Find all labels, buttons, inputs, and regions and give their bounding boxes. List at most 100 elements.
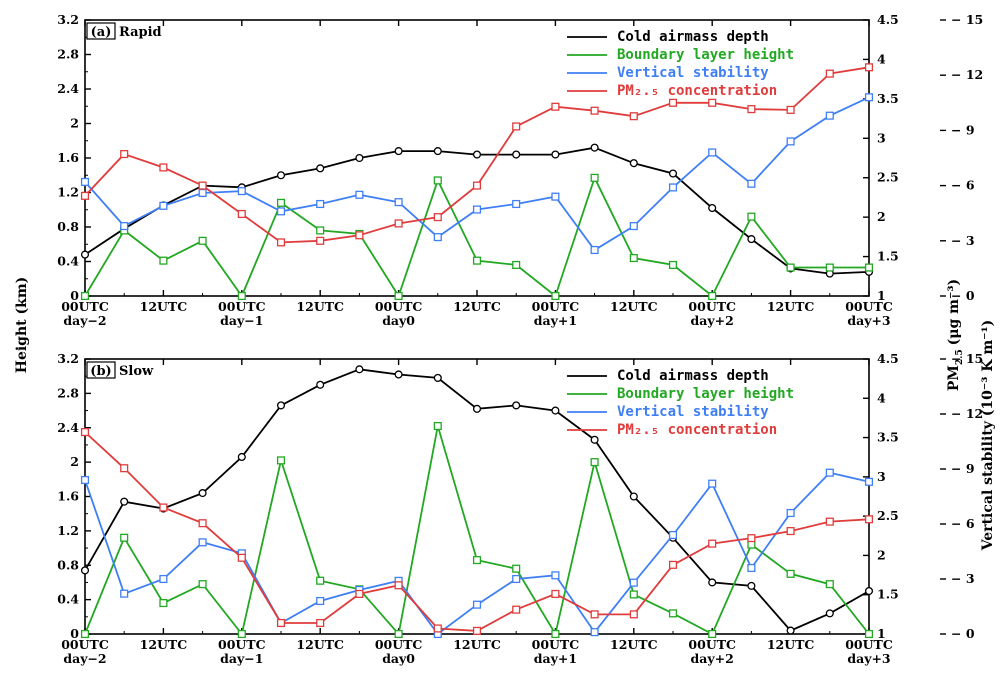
data-point	[551, 629, 560, 639]
data-point	[198, 489, 207, 498]
legend-entry: Cold airmass depth	[617, 29, 769, 45]
data-point	[433, 147, 442, 156]
x-tick-label: 00UTC	[61, 637, 109, 652]
stab-tick-label: − 3	[951, 571, 975, 586]
data-point	[747, 581, 756, 590]
data-point	[864, 586, 874, 596]
legend-entry: Vertical stability	[617, 65, 769, 81]
data-point	[355, 190, 364, 199]
data-point	[159, 574, 168, 584]
x-tick-label: 12UTC	[610, 299, 658, 314]
data-point	[472, 556, 482, 565]
series-stab	[80, 93, 874, 255]
x-day-label: day−1	[220, 651, 263, 666]
data-point	[512, 574, 521, 584]
data-point	[747, 534, 756, 543]
data-point	[237, 209, 246, 219]
data-point	[668, 560, 678, 569]
data-point	[825, 609, 834, 618]
stab-tick-label: − 6	[951, 516, 975, 531]
data-point	[629, 159, 638, 168]
data-point	[786, 508, 795, 518]
x-tick-label: 00UTC	[688, 299, 736, 314]
data-point	[237, 291, 246, 301]
data-point	[629, 222, 638, 231]
y-tick-label: 1.2	[57, 185, 79, 200]
data-point	[629, 590, 638, 599]
y-tick-label: 0	[70, 626, 79, 641]
y-tick-label: 2.8	[57, 47, 79, 62]
panel-title: (a) Rapid	[86, 22, 162, 40]
data-point	[747, 563, 756, 573]
y-tick-label: 2.4	[57, 420, 79, 435]
data-point	[120, 533, 129, 542]
panel-tag-box	[86, 361, 116, 379]
x-tick-label: 12UTC	[610, 637, 658, 652]
data-point	[864, 63, 874, 72]
y-tick-label: 0.8	[57, 219, 79, 234]
x-tick-label: 12UTC	[296, 637, 344, 652]
data-point	[237, 452, 246, 462]
data-point	[786, 105, 795, 114]
data-point	[159, 599, 168, 608]
stab-tick-label: − 12	[951, 406, 983, 421]
data-point	[316, 199, 325, 209]
data-point	[355, 153, 364, 163]
data-point	[316, 164, 325, 173]
data-point	[629, 112, 638, 121]
data-point	[590, 173, 599, 182]
y-tick-label: 1.2	[57, 523, 79, 538]
data-point	[864, 263, 874, 272]
x-tick-label: 00UTC	[218, 299, 266, 314]
data-point	[668, 260, 678, 269]
data-point	[786, 569, 795, 578]
data-point	[433, 233, 442, 242]
data-point	[80, 177, 90, 186]
pm-tick-label: 3.5	[877, 91, 899, 106]
data-point	[747, 105, 756, 114]
data-point	[355, 231, 364, 240]
legend-entry: Vertical stability	[617, 404, 769, 420]
y2-axis-label: PM2.5 (μg m⁻³)	[946, 279, 965, 391]
x-tick-label: 00UTC	[845, 637, 893, 652]
data-point	[708, 479, 717, 488]
stab-tick-label: − 9	[951, 122, 975, 137]
data-point	[668, 609, 678, 618]
x-tick-label: 00UTC	[375, 299, 423, 314]
pm-tick-label: 4	[877, 390, 886, 405]
data-point	[276, 238, 286, 247]
data-point	[120, 222, 129, 231]
data-point	[80, 250, 90, 259]
data-point	[198, 538, 207, 547]
data-point	[316, 618, 325, 628]
x-tick-label: 12UTC	[296, 299, 344, 314]
data-point	[864, 629, 874, 639]
x-tick-label: 00UTC	[688, 637, 736, 652]
data-point	[394, 198, 403, 207]
data-point	[159, 256, 168, 265]
data-point	[590, 435, 599, 444]
data-point	[237, 629, 246, 639]
x-day-label: day0	[382, 651, 415, 666]
data-point	[472, 626, 482, 635]
data-point	[590, 610, 599, 619]
data-point	[864, 477, 874, 486]
x-day-label: day+1	[534, 313, 577, 328]
data-point	[551, 291, 560, 301]
data-point	[120, 464, 129, 473]
pm-tick-label: 4	[877, 51, 886, 66]
x-tick-label: 12UTC	[140, 299, 188, 314]
data-point	[433, 421, 442, 431]
data-point	[80, 566, 90, 575]
legend-entry: PM₂.₅ concentration	[617, 83, 777, 99]
data-point	[708, 539, 717, 548]
data-point	[276, 618, 286, 628]
y-tick-label: 2	[70, 116, 79, 131]
x-tick-label: 00UTC	[532, 299, 580, 314]
data-point	[316, 596, 325, 606]
data-point	[512, 564, 521, 573]
data-point	[159, 201, 168, 210]
pm-tick-label: 2	[877, 209, 886, 224]
data-point	[276, 456, 286, 465]
